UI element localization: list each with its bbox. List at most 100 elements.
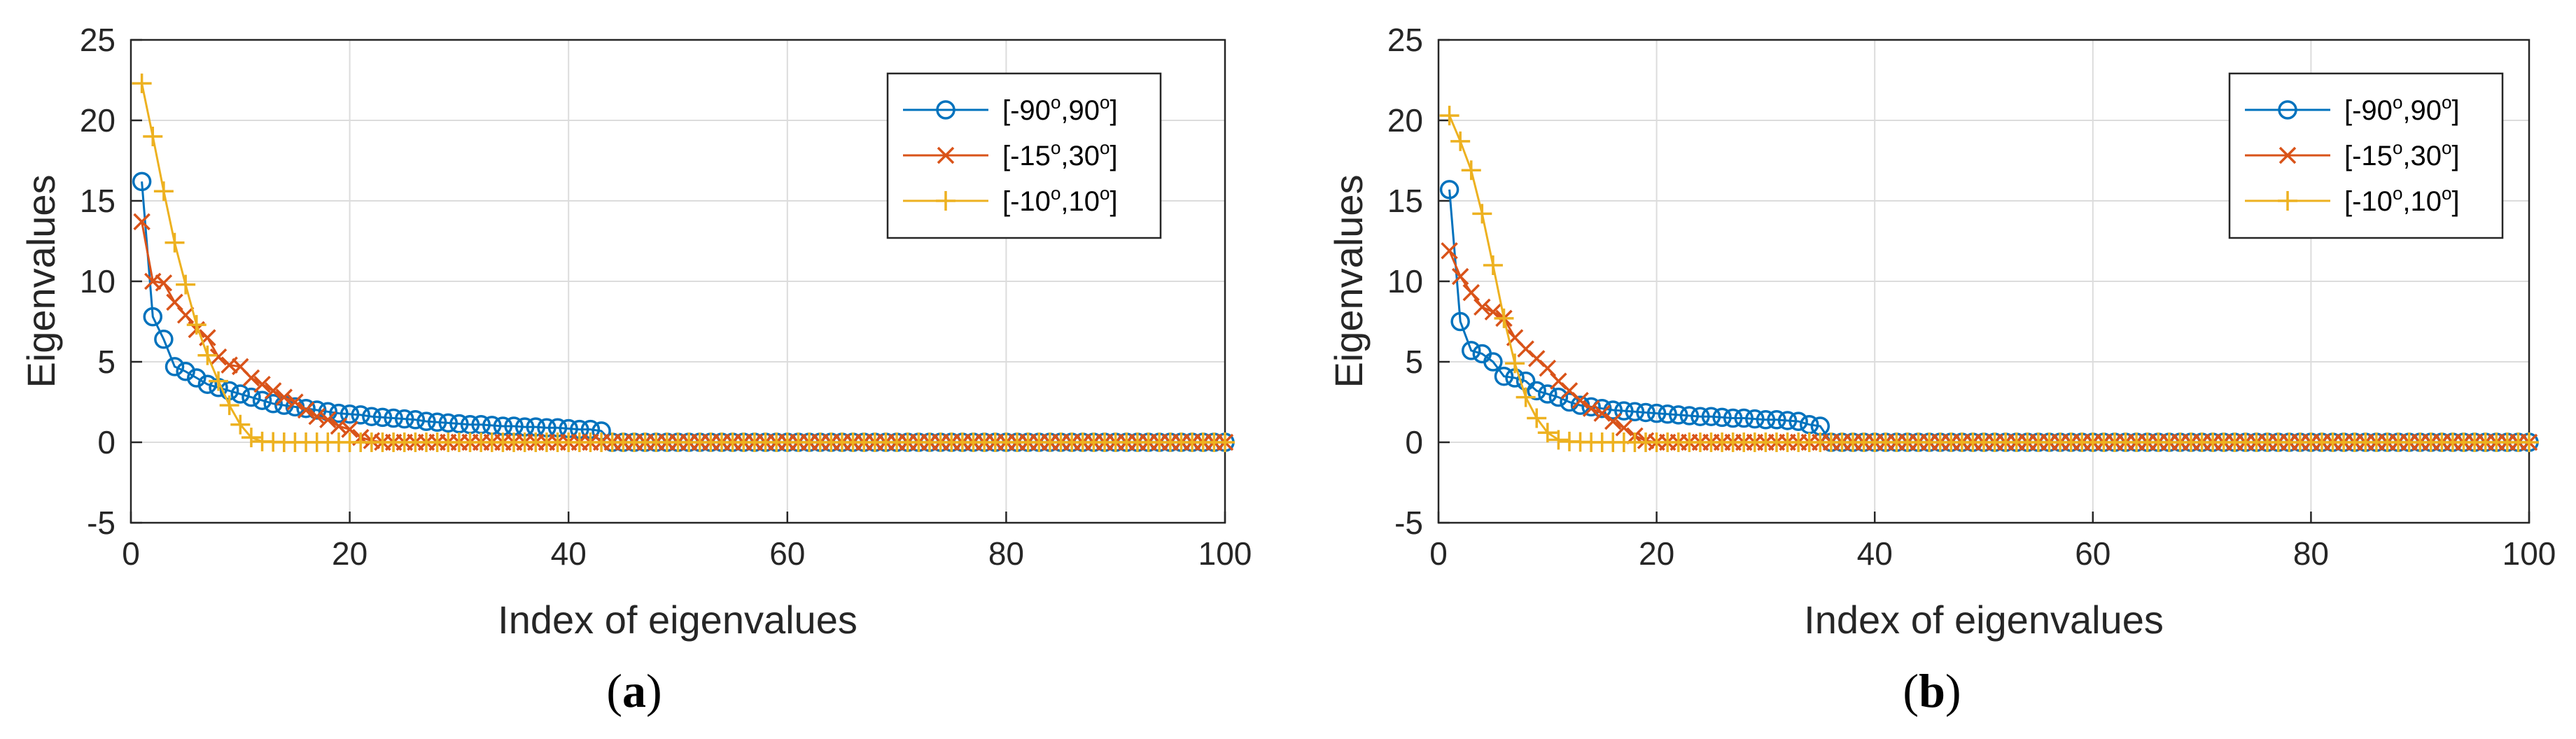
y-tick-labels: -5 0 5 10 15 20 25	[80, 22, 115, 541]
y-tick-label: 20	[1387, 102, 1423, 139]
x-axis-label: Index of eigenvalues	[1804, 598, 2164, 642]
legend-entry-3: [-10o,10o]	[2245, 183, 2460, 217]
data-point	[319, 411, 337, 429]
data-point	[1505, 353, 1525, 374]
data-point	[1439, 106, 1460, 126]
data-point	[197, 345, 218, 365]
data-point	[275, 388, 293, 406]
data-point	[132, 73, 152, 94]
y-tick-label: 20	[80, 102, 115, 139]
data-point	[164, 232, 185, 253]
data-point	[209, 348, 227, 366]
data-point	[1636, 402, 1656, 423]
data-point	[416, 411, 436, 431]
data-point	[1461, 341, 1481, 360]
data-point	[253, 375, 271, 393]
data-point	[1484, 303, 1502, 321]
y-tick-label: 5	[97, 344, 115, 380]
axes-box	[1437, 38, 2530, 524]
data-point	[1734, 408, 1754, 428]
x-tick-label: 100	[1198, 535, 1252, 572]
data-point	[153, 181, 174, 202]
series-plus	[132, 73, 1235, 452]
legend-marker-plus	[2278, 191, 2297, 211]
legend-entry-2: [-15o,30o]	[2245, 137, 2460, 171]
data-point	[1538, 384, 1558, 404]
legend-marker-x	[2278, 146, 2297, 164]
data-point	[154, 330, 174, 349]
legend-marker-x	[937, 146, 955, 164]
data-point	[1756, 410, 1776, 430]
y-tick-label: 10	[1387, 263, 1423, 300]
data-point	[297, 401, 315, 419]
x-tick-label: 0	[1429, 535, 1448, 572]
data-point	[308, 407, 326, 425]
data-point	[427, 412, 447, 432]
data-point	[1745, 409, 1765, 429]
x-tick-label: 40	[551, 535, 587, 572]
x-tick-label: 60	[769, 535, 805, 572]
legend-entry-1: [-90o,90o]	[903, 92, 1118, 126]
data-point	[1767, 410, 1786, 430]
data-point	[219, 395, 239, 416]
data-point	[143, 127, 163, 146]
legend-marker-plus	[936, 191, 955, 211]
data-point	[330, 417, 348, 435]
y-tick-label: 0	[1405, 424, 1423, 460]
data-point	[1527, 408, 1547, 428]
data-point	[1527, 381, 1546, 401]
data-point	[1788, 411, 1808, 431]
y-tick-label: 25	[1387, 22, 1423, 58]
data-point	[176, 307, 195, 324]
series-group	[1439, 106, 2539, 452]
data-point	[166, 293, 183, 311]
data-point	[1615, 419, 1633, 437]
data-point	[1548, 387, 1569, 407]
y-tick-label: -5	[1394, 505, 1423, 541]
data-point	[1604, 412, 1622, 430]
y-tick-labels: -5 0 5 10 15 20 25	[1387, 22, 1423, 541]
data-point	[1572, 391, 1589, 409]
y-tick-label: 5	[1405, 344, 1423, 380]
legend-label: [-90o,90o]	[2344, 92, 2460, 126]
data-point	[1450, 131, 1471, 151]
data-point	[341, 421, 358, 438]
data-point	[307, 400, 327, 420]
data-point	[242, 369, 260, 387]
x-tick-label: 20	[1639, 535, 1674, 572]
data-point	[209, 371, 229, 391]
x-tick-label: 100	[2502, 535, 2556, 572]
legend: [-90o,90o] [-15o,30o] [-10o,10o]	[886, 72, 1162, 239]
data-point	[329, 403, 349, 423]
series-group	[132, 73, 1235, 452]
data-point	[1462, 283, 1480, 302]
legend-label: [-15o,30o]	[2344, 137, 2460, 171]
data-point	[286, 393, 304, 411]
data-point	[197, 374, 218, 394]
x-tick-label: 0	[122, 535, 140, 572]
data-point	[263, 394, 283, 414]
data-point	[132, 171, 152, 192]
data-point	[1548, 430, 1569, 450]
data-point	[1593, 404, 1611, 422]
data-point	[133, 213, 150, 231]
legend-label: [-10o,10o]	[1002, 183, 1118, 217]
legend-marker-circle	[2278, 100, 2297, 120]
data-point	[1461, 160, 1481, 181]
y-axis-label: Eigenvalues	[19, 174, 63, 388]
data-point	[164, 357, 185, 376]
data-point	[2519, 432, 2539, 452]
x-tick-label: 80	[2293, 535, 2329, 572]
legend-label: [-10o,10o]	[2344, 183, 2460, 217]
y-tick-label: 10	[80, 263, 115, 300]
data-point	[1712, 407, 1732, 428]
data-point	[362, 407, 382, 426]
y-tick-label: 0	[97, 424, 115, 460]
y-tick-label: 15	[80, 183, 115, 219]
data-point	[1483, 352, 1503, 372]
x-tick-labels: 0 20 40 60 80 100	[122, 535, 1252, 572]
x-axis-label: Index of eigenvalues	[498, 598, 858, 642]
series-plus	[1439, 106, 2539, 452]
x-tick-labels: 0 20 40 60 80 100	[1429, 535, 2556, 572]
